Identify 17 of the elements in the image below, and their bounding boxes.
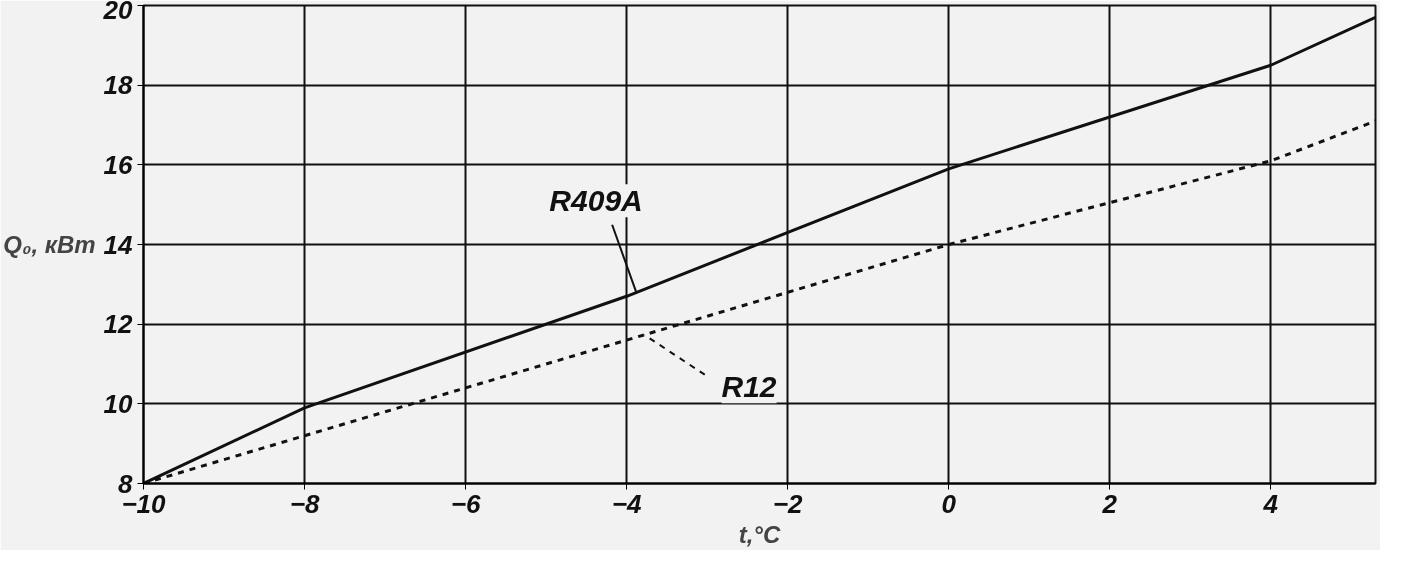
y-tick-label: 10 (103, 388, 134, 419)
y-tick-label: 16 (103, 149, 134, 180)
x-tick-label: 4 (1262, 488, 1279, 519)
y-tick-label: 20 (102, 0, 134, 25)
y-tick-label: 12 (103, 309, 134, 340)
x-tick-label: 0 (941, 488, 957, 519)
series-label: R12 (721, 370, 777, 404)
x-tick-label: −6 (450, 488, 481, 519)
y-tick-label: 18 (103, 70, 134, 101)
y-axis-title: Q₀, кВт (3, 231, 96, 258)
x-axis-title: t,°C (738, 520, 781, 548)
x-tick-label: −4 (611, 488, 642, 519)
y-tick-label: 14 (103, 229, 134, 260)
text: R409A (549, 184, 643, 218)
x-tick-label: −2 (772, 488, 804, 519)
x-tick-label: −8 (289, 488, 320, 519)
x-tick-label: 2 (1101, 488, 1118, 519)
